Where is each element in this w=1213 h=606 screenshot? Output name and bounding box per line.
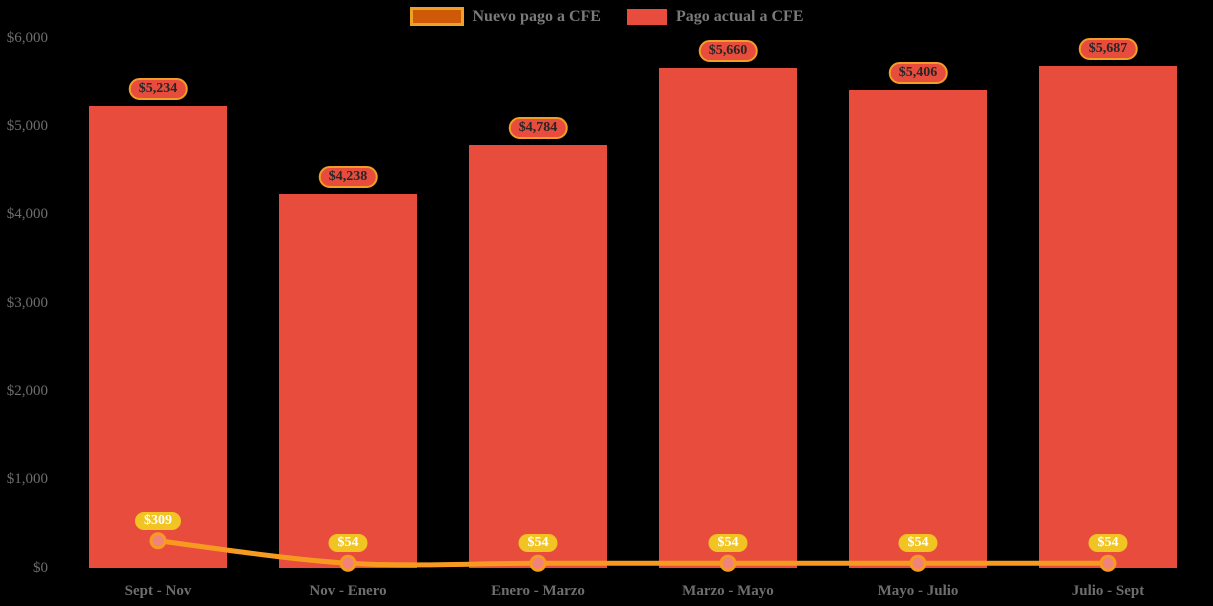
bar-pago-actual[interactable] xyxy=(1039,65,1177,568)
y-axis-tick-label: $5,000 xyxy=(6,117,48,134)
y-axis-tick-label: $0 xyxy=(33,559,48,576)
x-axis-label: Sept - Nov xyxy=(124,583,192,599)
line-point-marker[interactable] xyxy=(719,554,737,572)
y-axis-tick-label: $6,000 xyxy=(6,29,48,46)
x-axis-label: Mayo - Julio xyxy=(877,583,959,599)
line-value-badge: $54 xyxy=(708,534,748,553)
line-value-badge: $54 xyxy=(328,534,368,553)
x-axis-label: Julio - Sept xyxy=(1071,583,1145,599)
line-value-badge: $309 xyxy=(135,511,181,530)
bar-pago-actual[interactable] xyxy=(469,145,607,568)
legend-item-nuevo-pago[interactable]: Nuevo pago a CFE xyxy=(409,7,601,26)
y-axis-tick-label: $1,000 xyxy=(6,471,48,488)
bar-value-badge: $5,660 xyxy=(698,40,758,63)
bar-pago-actual[interactable] xyxy=(279,193,417,568)
line-point-marker[interactable] xyxy=(1099,554,1117,572)
line-point-marker[interactable] xyxy=(339,554,357,572)
x-axis-label: Marzo - Mayo xyxy=(682,583,774,599)
legend: Nuevo pago a CFE Pago actual a CFE xyxy=(0,7,1213,26)
legend-label-pago-actual: Pago actual a CFE xyxy=(675,7,804,25)
bar-pago-actual[interactable] xyxy=(89,105,227,568)
line-point-marker[interactable] xyxy=(909,554,927,572)
line-value-badge: $54 xyxy=(518,534,558,553)
x-axis-label: Nov - Enero xyxy=(309,583,387,599)
legend-item-pago-actual[interactable]: Pago actual a CFE xyxy=(626,7,804,26)
line-path xyxy=(155,538,1111,568)
x-axis-label: Enero - Marzo xyxy=(491,583,585,599)
bar-pago-actual[interactable] xyxy=(849,90,987,568)
bar-pago-actual[interactable] xyxy=(659,68,797,568)
bar-value-badge: $5,406 xyxy=(888,62,948,85)
bar-value-badge: $5,234 xyxy=(128,77,188,100)
legend-label-nuevo-pago: Nuevo pago a CFE xyxy=(472,7,601,25)
line-series-swatch-icon xyxy=(409,7,464,26)
bar-value-badge: $4,784 xyxy=(508,117,568,140)
y-axis-tick-label: $3,000 xyxy=(6,294,48,311)
bar-series-swatch-icon xyxy=(626,8,667,25)
line-point-marker[interactable] xyxy=(149,532,167,550)
line-point-marker[interactable] xyxy=(529,554,547,572)
line-value-badge: $54 xyxy=(1088,534,1128,553)
y-axis-tick-label: $2,000 xyxy=(6,382,48,399)
bar-value-badge: $5,687 xyxy=(1078,37,1138,60)
line-value-badge: $54 xyxy=(898,534,938,553)
bar-value-badge: $4,238 xyxy=(318,165,378,188)
y-axis-tick-label: $4,000 xyxy=(6,206,48,223)
